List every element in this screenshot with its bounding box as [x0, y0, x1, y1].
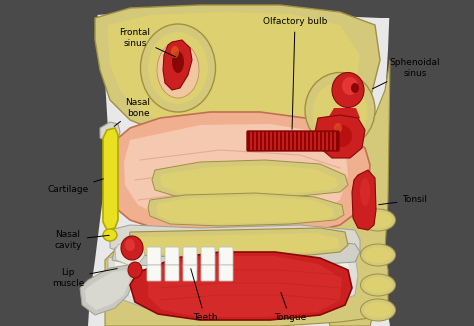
- Polygon shape: [328, 108, 360, 122]
- Polygon shape: [103, 128, 118, 230]
- Ellipse shape: [361, 274, 395, 296]
- FancyBboxPatch shape: [201, 247, 215, 265]
- Text: Cartilage: Cartilage: [47, 179, 103, 195]
- Text: Lip
muscle: Lip muscle: [52, 268, 117, 288]
- Ellipse shape: [332, 72, 364, 108]
- Polygon shape: [152, 160, 348, 198]
- FancyBboxPatch shape: [219, 265, 233, 281]
- Polygon shape: [124, 124, 348, 224]
- Polygon shape: [80, 265, 135, 315]
- Polygon shape: [315, 115, 365, 158]
- Ellipse shape: [332, 125, 352, 147]
- Ellipse shape: [171, 46, 179, 58]
- Ellipse shape: [125, 239, 135, 251]
- FancyBboxPatch shape: [147, 265, 161, 281]
- Polygon shape: [130, 252, 352, 320]
- FancyBboxPatch shape: [183, 265, 197, 281]
- Text: Olfactory bulb: Olfactory bulb: [263, 18, 327, 129]
- Polygon shape: [108, 112, 370, 235]
- Ellipse shape: [128, 262, 142, 278]
- Text: Nasal
bone: Nasal bone: [114, 98, 151, 126]
- Ellipse shape: [364, 212, 392, 228]
- Ellipse shape: [140, 24, 216, 112]
- Ellipse shape: [364, 277, 392, 293]
- Text: Sphenoidal
sinus: Sphenoidal sinus: [373, 58, 440, 89]
- Polygon shape: [0, 0, 474, 20]
- Ellipse shape: [342, 77, 358, 95]
- Ellipse shape: [364, 247, 392, 263]
- Text: Teeth: Teeth: [191, 269, 217, 322]
- Ellipse shape: [148, 32, 208, 104]
- Polygon shape: [135, 233, 340, 254]
- FancyBboxPatch shape: [247, 131, 339, 151]
- Polygon shape: [85, 270, 130, 310]
- Ellipse shape: [121, 236, 143, 260]
- Ellipse shape: [361, 244, 395, 266]
- Polygon shape: [95, 5, 380, 148]
- FancyBboxPatch shape: [165, 265, 179, 281]
- Ellipse shape: [157, 42, 199, 98]
- Polygon shape: [108, 250, 358, 312]
- Polygon shape: [310, 60, 390, 326]
- FancyBboxPatch shape: [165, 247, 179, 265]
- Polygon shape: [380, 0, 474, 326]
- Ellipse shape: [361, 299, 395, 321]
- Polygon shape: [0, 0, 108, 326]
- Ellipse shape: [172, 51, 184, 73]
- Text: Tongue: Tongue: [274, 293, 306, 322]
- Polygon shape: [160, 165, 338, 195]
- Text: Nasal
cavity: Nasal cavity: [54, 230, 109, 250]
- FancyBboxPatch shape: [219, 247, 233, 265]
- FancyBboxPatch shape: [201, 265, 215, 281]
- Polygon shape: [105, 248, 388, 326]
- FancyBboxPatch shape: [183, 247, 197, 267]
- Ellipse shape: [351, 83, 359, 93]
- Polygon shape: [115, 240, 145, 265]
- Ellipse shape: [360, 178, 370, 206]
- Polygon shape: [115, 254, 350, 306]
- Polygon shape: [352, 170, 376, 230]
- Ellipse shape: [305, 72, 375, 147]
- Polygon shape: [128, 228, 348, 258]
- FancyBboxPatch shape: [147, 247, 161, 265]
- Polygon shape: [100, 122, 120, 142]
- Ellipse shape: [334, 123, 342, 133]
- Polygon shape: [112, 240, 360, 268]
- Text: Frontal
sinus: Frontal sinus: [119, 28, 175, 57]
- Polygon shape: [110, 225, 360, 258]
- Ellipse shape: [103, 229, 117, 241]
- Polygon shape: [148, 256, 342, 317]
- Text: Tonsil: Tonsil: [379, 196, 428, 205]
- Ellipse shape: [364, 302, 392, 318]
- Ellipse shape: [361, 209, 395, 231]
- Polygon shape: [108, 12, 360, 136]
- Polygon shape: [148, 193, 344, 226]
- Polygon shape: [163, 40, 192, 90]
- Polygon shape: [156, 196, 334, 224]
- Ellipse shape: [312, 82, 367, 142]
